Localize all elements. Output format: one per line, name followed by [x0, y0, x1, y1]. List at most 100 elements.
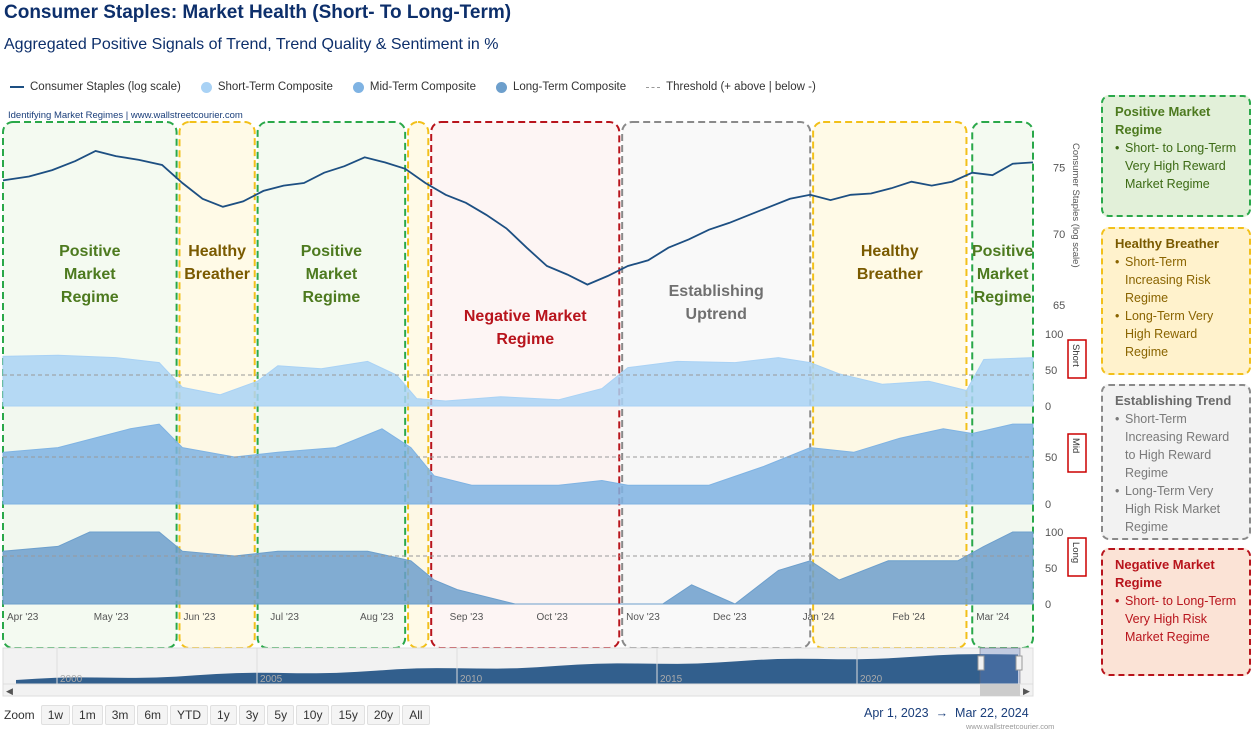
x-tick-label: Jul '23	[270, 612, 299, 623]
regime-label-line: Negative Market	[464, 308, 587, 325]
panel-tag-label: Short	[1070, 344, 1081, 367]
navigator-tick-label: 2020	[860, 674, 883, 685]
short-tick-label: 100	[1045, 329, 1063, 341]
zoom-button-10y[interactable]: 10y	[296, 705, 330, 725]
navigator-selection	[979, 647, 1021, 685]
zoom-button-20y[interactable]: 20y	[366, 705, 401, 725]
long-tick-label: 50	[1045, 563, 1057, 575]
mid-tick-label: 0	[1045, 499, 1051, 511]
side-box-bullet: Short- to Long-Term Very High Reward Mar…	[1115, 139, 1241, 193]
price-series-line	[2, 150, 1034, 286]
regime-label-line: Breather	[857, 266, 923, 283]
x-tick-label: Apr '23	[7, 612, 39, 623]
regime-label-line: Regime	[974, 289, 1032, 306]
panel-tag-long: Long	[1067, 537, 1087, 577]
short-tick-label: 0	[1045, 401, 1051, 413]
regime-label: Positive Market Regime	[972, 243, 1033, 306]
long-tick-label: 0	[1045, 599, 1051, 611]
legend-item[interactable]: Consumer Staples (log scale)	[10, 81, 181, 93]
regime-box-negative	[430, 121, 621, 649]
navigator-tick-label: 2000	[60, 674, 83, 685]
regime-label-line: Regime	[496, 331, 554, 348]
legend-swatch-icon	[646, 86, 661, 88]
regime-label-line: Healthy	[188, 243, 246, 260]
zoom-button-15y[interactable]: 15y	[331, 705, 365, 725]
zoom-button-1y[interactable]: 1y	[210, 705, 237, 725]
legend-item[interactable]: Long-Term Composite	[495, 81, 626, 93]
chart-subtitle: Aggregated Positive Signals of Trend, Tr…	[4, 36, 499, 53]
x-tick-label: Aug '23	[360, 612, 394, 623]
x-tick-label: Dec '23	[713, 612, 747, 623]
panel-tag-label: Long	[1070, 542, 1081, 563]
long-tick-label: 100	[1045, 527, 1063, 539]
side-box-title: Establishing Trend	[1115, 393, 1232, 408]
regime-label: Healthy Breather	[857, 243, 923, 283]
regime-box-breather	[407, 121, 430, 649]
range-arrow: →	[935, 706, 949, 720]
regime-label-line: Positive	[301, 243, 362, 260]
regime-label-line: Market	[306, 266, 358, 283]
zoom-button-6m[interactable]: 6m	[137, 705, 169, 725]
legend-label: Mid-Term Composite	[369, 81, 476, 93]
panel-tag-box	[1067, 339, 1087, 379]
legend-label: Consumer Staples (log scale)	[30, 81, 181, 93]
long-composite-area	[2, 531, 1034, 605]
side-box-negative: Negative Market RegimeShort- to Long-Ter…	[1101, 548, 1251, 676]
zoom-button-1m[interactable]: 1m	[72, 705, 103, 725]
zoom-button-ytd[interactable]: YTD	[170, 705, 209, 725]
x-tick-label: Feb '24	[892, 612, 925, 623]
side-box-title: Positive Market Regime	[1115, 104, 1211, 137]
price-tick-label: 70	[1053, 229, 1065, 241]
panel-tag-mid: Mid	[1067, 433, 1087, 473]
range-to[interactable]: Mar 22, 2024	[955, 706, 1029, 720]
zoom-button-3m[interactable]: 3m	[104, 705, 136, 725]
side-box-breather: Healthy Breather Short-Term Increasing Ri…	[1101, 227, 1251, 375]
regime-label-line: Market	[64, 266, 116, 283]
mid-tick-label: 50	[1045, 452, 1057, 464]
scrollbar-track	[2, 683, 1034, 697]
date-range[interactable]: Apr 1, 2023 → Mar 22, 2024	[864, 706, 1029, 720]
navigator-handle-left	[977, 655, 985, 671]
side-box-bullet: Long-Term Very High Reward Regime	[1115, 307, 1241, 361]
legend-swatch-icon	[10, 86, 24, 88]
zoom-bar: Zoom 1w 1m 3m 6m YTD 1y 3y 5y 10y 15y 20y All	[4, 705, 432, 725]
regime-label-line: Regime	[302, 289, 360, 306]
panel-tag-box	[1067, 433, 1087, 473]
x-tick-label: Jan '24	[803, 612, 835, 623]
legend-item[interactable]: Short-Term Composite	[200, 81, 333, 93]
mid-composite-area	[2, 423, 1034, 505]
regime-label-line: Healthy	[861, 243, 919, 260]
legend-swatch-icon	[352, 81, 364, 93]
regime-label-line: Establishing	[669, 283, 764, 300]
navigator-tick-label: 2010	[460, 674, 483, 685]
scroll-right-arrow-icon: ▶	[1023, 686, 1030, 696]
legend-label: Short-Term Composite	[217, 81, 333, 93]
regime-label: Positive Market Regime	[301, 243, 362, 306]
scrollbar-thumb	[980, 684, 1020, 696]
panel-tag-short: Short	[1067, 339, 1087, 379]
zoom-button-5y[interactable]: 5y	[267, 705, 295, 725]
zoom-button-all[interactable]: All	[402, 705, 430, 725]
navigator-handle-right	[1015, 655, 1023, 671]
side-box-establishing: Establishing Trend Short-Term Increasing …	[1101, 384, 1251, 540]
legend-item[interactable]: Threshold (+ above | below -)	[646, 81, 816, 93]
panel-tag-box	[1067, 537, 1087, 577]
regime-label-line: Regime	[61, 289, 119, 306]
price-tick-label: 75	[1053, 163, 1065, 175]
side-box-bullet: Short-Term Increasing Reward to High Rew…	[1115, 410, 1241, 482]
side-box-bullet: Short-Term Increasing Risk Regime	[1115, 253, 1241, 307]
navigator-series-area	[16, 654, 1018, 684]
regime-label: Establishing Uptrend	[669, 283, 764, 323]
footer-credit: www.wallstreetcourier.com	[966, 722, 1055, 731]
zoom-button-1w[interactable]: 1w	[40, 705, 71, 725]
zoom-button-3y[interactable]: 3y	[238, 705, 266, 725]
legend-item[interactable]: Mid-Term Composite	[352, 81, 476, 93]
side-box-title: Negative Market Regime	[1115, 557, 1215, 590]
legend-swatch-icon	[495, 81, 507, 93]
x-tick-label: Mar '24	[976, 612, 1009, 623]
navigator-tick-label: 2015	[660, 674, 683, 685]
range-from[interactable]: Apr 1, 2023	[864, 706, 929, 720]
x-tick-label: Sep '23	[450, 612, 484, 623]
legend: Consumer Staples (log scale) Short-Term C…	[10, 79, 836, 95]
regime-label-line: Market	[977, 266, 1029, 283]
